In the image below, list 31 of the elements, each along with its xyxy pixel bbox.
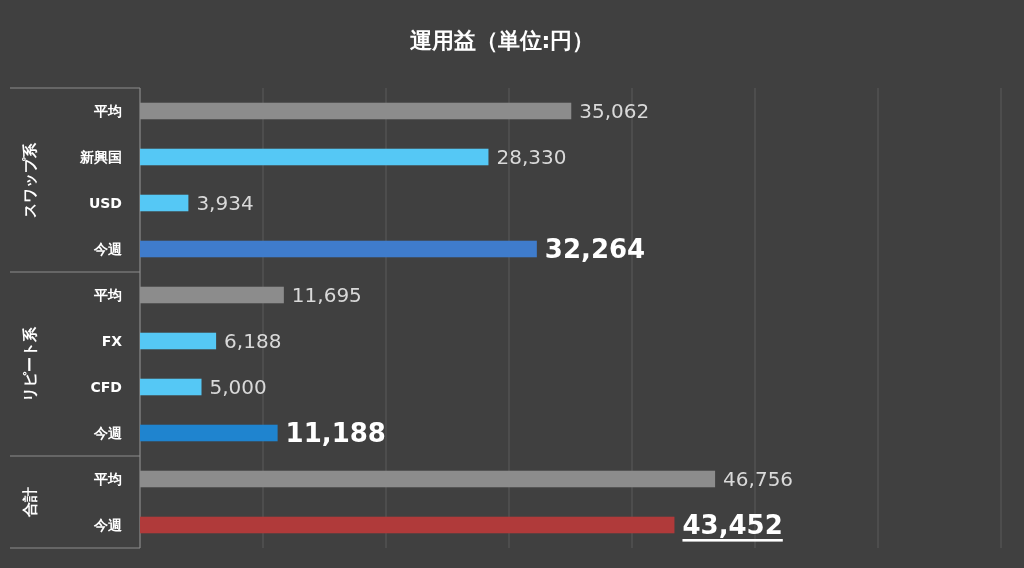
chart-title: 運用益（単位:円） xyxy=(409,28,595,53)
bar xyxy=(140,240,537,258)
data-label: 11,695 xyxy=(291,283,362,307)
data-label: 5,000 xyxy=(209,375,267,399)
y-tick-label: FX xyxy=(101,333,123,349)
y-tick-label: 平均 xyxy=(93,471,122,487)
y-tick-label: 今週 xyxy=(93,241,123,257)
y-tick-label: 平均 xyxy=(93,103,122,119)
bar xyxy=(140,148,489,166)
data-label: 46,756 xyxy=(723,467,794,491)
data-label: 3,934 xyxy=(196,191,254,215)
data-label: 32,264 xyxy=(544,234,646,264)
bar xyxy=(140,194,189,212)
y-tick-label: 今週 xyxy=(93,517,123,533)
y-tick-label: 新興国 xyxy=(79,149,122,165)
bar xyxy=(140,516,675,534)
bar xyxy=(140,378,202,396)
data-label: 28,330 xyxy=(496,145,567,169)
text: スワップ系 xyxy=(21,141,39,218)
data-label: 43,452 xyxy=(682,510,783,540)
data-label: 11,188 xyxy=(285,418,386,448)
bar xyxy=(140,332,217,350)
y-tick-label: 平均 xyxy=(93,287,122,303)
text: リピート系 xyxy=(21,325,39,402)
y-tick-label: 今週 xyxy=(93,425,123,441)
text: 合計 xyxy=(21,487,39,518)
y-tick-label: CFD xyxy=(90,379,122,395)
y-tick-label: USD xyxy=(88,195,122,211)
data-label: 35,062 xyxy=(579,99,650,123)
data-label: 6,188 xyxy=(224,329,282,353)
bar xyxy=(140,424,278,442)
